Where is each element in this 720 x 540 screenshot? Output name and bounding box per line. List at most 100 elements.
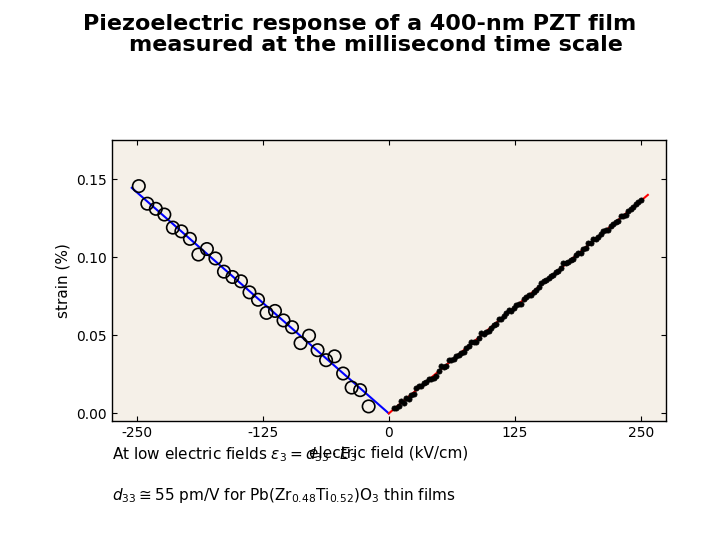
Point (528, 287, 539, 296)
Point (513, 300, 524, 308)
Point (393, 402, 405, 410)
Point (261, 308, 272, 317)
Point (428, 373, 439, 382)
Point (403, 395, 415, 403)
Point (158, 210, 170, 219)
Point (493, 315, 505, 323)
Point (413, 382, 425, 390)
Point (625, 205, 636, 213)
Point (480, 328, 492, 337)
Point (567, 254, 579, 263)
Point (418, 379, 430, 387)
X-axis label: electric field (kV/cm): electric field (kV/cm) (309, 446, 469, 461)
Point (210, 254, 221, 263)
Point (603, 225, 614, 234)
Point (433, 367, 444, 375)
Point (436, 362, 447, 370)
Point (516, 300, 527, 308)
Point (580, 244, 592, 252)
Point (635, 196, 647, 205)
Point (533, 283, 544, 292)
Point (505, 306, 517, 315)
Point (485, 324, 497, 333)
Point (133, 182, 145, 191)
Point (560, 259, 572, 267)
Point (398, 399, 410, 407)
Point (269, 307, 281, 315)
Point (441, 361, 452, 370)
Point (577, 244, 589, 253)
Point (410, 384, 422, 393)
Point (451, 352, 462, 361)
Point (395, 397, 407, 406)
Point (555, 264, 567, 273)
Point (620, 210, 631, 219)
Point (142, 199, 153, 208)
Point (495, 315, 507, 323)
Point (540, 275, 552, 284)
Point (510, 301, 522, 309)
Point (563, 258, 575, 267)
Point (400, 394, 412, 402)
Point (538, 276, 549, 285)
Point (535, 279, 546, 288)
Point (287, 323, 298, 332)
Point (585, 239, 597, 247)
Point (227, 273, 238, 281)
Point (463, 342, 474, 350)
Point (294, 339, 306, 347)
Point (193, 250, 204, 259)
Point (468, 338, 480, 347)
Point (405, 391, 417, 400)
Point (588, 234, 599, 243)
Point (415, 382, 427, 391)
Point (465, 338, 477, 347)
Point (448, 354, 459, 363)
Y-axis label: strain (%): strain (%) (55, 244, 71, 318)
Point (201, 245, 212, 253)
Point (490, 320, 502, 329)
Point (312, 346, 323, 354)
Point (623, 206, 634, 215)
Point (523, 291, 534, 299)
Point (518, 295, 529, 303)
Point (575, 249, 587, 258)
Point (390, 403, 402, 412)
Point (176, 227, 187, 235)
Point (320, 356, 332, 364)
Point (500, 308, 512, 317)
Point (235, 277, 247, 286)
Text: measured at the millisecond time scale: measured at the millisecond time scale (98, 35, 622, 55)
Point (545, 272, 557, 280)
Point (628, 203, 639, 212)
Point (521, 292, 532, 301)
Point (443, 356, 454, 365)
Text: Piezoelectric response of a 400-nm PZT film: Piezoelectric response of a 400-nm PZT f… (84, 14, 636, 33)
Point (595, 230, 607, 239)
Point (338, 369, 349, 378)
Point (483, 326, 495, 335)
Point (363, 402, 374, 411)
Point (458, 348, 469, 356)
Point (498, 312, 509, 321)
Point (243, 288, 255, 296)
Point (278, 316, 289, 325)
Point (252, 295, 264, 304)
Point (218, 267, 230, 276)
Point (558, 259, 570, 268)
Point (184, 234, 196, 243)
Point (475, 329, 487, 338)
Point (453, 350, 464, 359)
Point (633, 198, 644, 207)
Point (460, 343, 472, 352)
Point (470, 338, 482, 347)
Point (488, 321, 500, 330)
Point (608, 220, 619, 228)
Text: $d_{33} \cong 55$ pm/V for Pb(Zr$_{0.48}$Ti$_{0.52}$)O$_3$ thin films: $d_{33} \cong 55$ pm/V for Pb(Zr$_{0.48}… (112, 486, 455, 505)
Point (582, 239, 594, 247)
Point (530, 286, 541, 294)
Point (408, 389, 420, 398)
Point (303, 332, 315, 340)
Point (329, 352, 341, 361)
Point (438, 362, 449, 371)
